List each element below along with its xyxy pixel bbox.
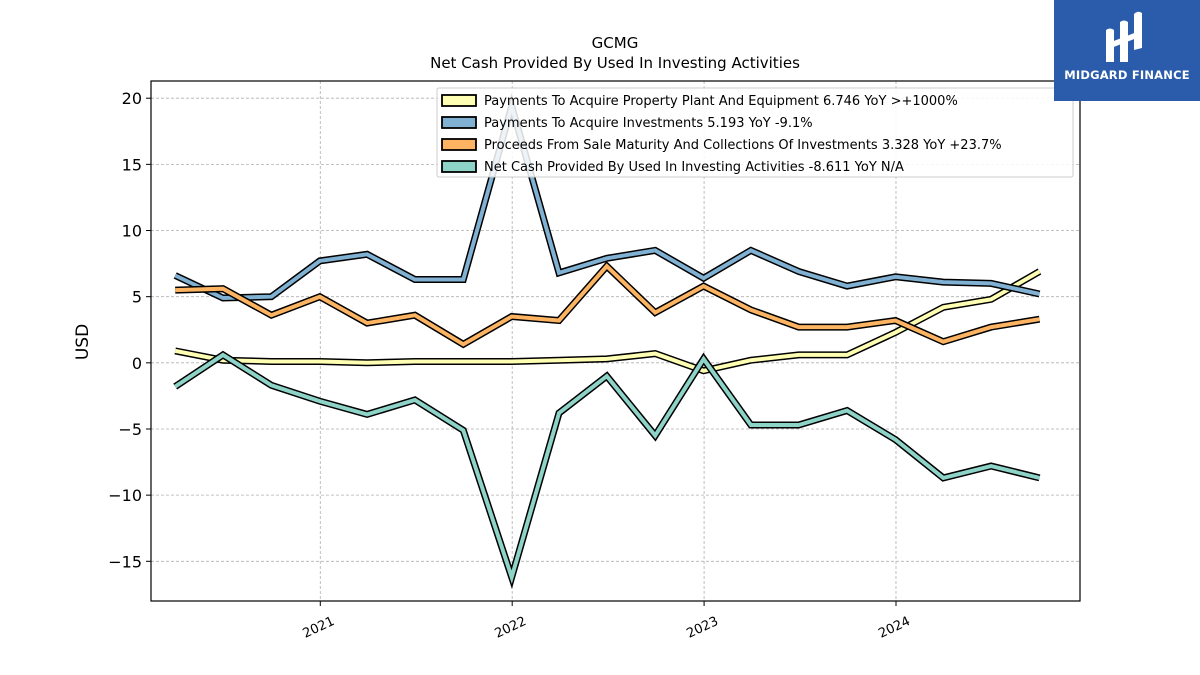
series-line bbox=[174, 98, 1040, 301]
legend-label: Payments To Acquire Property Plant And E… bbox=[484, 94, 958, 109]
series-group bbox=[174, 268, 1042, 375]
y-tick-label: 5 bbox=[132, 288, 142, 307]
plot-frame bbox=[150, 80, 1081, 602]
series-line bbox=[174, 352, 1040, 584]
chart-title: GCMG bbox=[592, 34, 639, 52]
series-line bbox=[175, 263, 1040, 347]
y-tick-label: 0 bbox=[132, 354, 142, 373]
x-tick-label: 2021 bbox=[301, 614, 337, 642]
logo-text: MIDGARD FINANCE bbox=[1064, 68, 1190, 82]
y-tick-label: −10 bbox=[108, 486, 142, 505]
midgard-finance-logo: MIDGARD FINANCE bbox=[1054, 0, 1200, 101]
y-tick-label: −5 bbox=[118, 420, 142, 439]
y-tick-label: 10 bbox=[122, 222, 142, 241]
chart-subtitle: Net Cash Provided By Used In Investing A… bbox=[430, 54, 800, 72]
legend-label: Payments To Acquire Investments 5.193 Yo… bbox=[484, 116, 813, 131]
series-group bbox=[175, 261, 1041, 349]
y-tick-label: 20 bbox=[122, 89, 142, 108]
legend: Payments To Acquire Property Plant And E… bbox=[436, 87, 1074, 178]
midgard-logo-icon bbox=[1106, 11, 1142, 62]
legend-box bbox=[436, 87, 1074, 178]
legend-swatch bbox=[441, 94, 477, 107]
legend-label: Net Cash Provided By Used In Investing A… bbox=[484, 160, 904, 175]
series-group bbox=[173, 93, 1041, 302]
y-axis-ticks: 20 15 10 5 0 −5 −10 −15 bbox=[108, 89, 151, 571]
x-tick-label: 2022 bbox=[493, 614, 529, 642]
series-layer bbox=[173, 93, 1042, 590]
series-line bbox=[174, 269, 1041, 373]
series-line-outline bbox=[173, 350, 1041, 590]
x-tick-label: 2023 bbox=[684, 614, 720, 642]
y-axis-label: USD bbox=[73, 324, 93, 360]
x-tick-label: 2024 bbox=[876, 614, 912, 642]
legend-swatch bbox=[441, 116, 477, 129]
series-line-outline bbox=[174, 268, 1042, 375]
x-axis-ticks: 2021 2022 2023 2024 bbox=[301, 601, 913, 642]
legend-label: Proceeds From Sale Maturity And Collecti… bbox=[484, 138, 1002, 153]
series-group bbox=[173, 350, 1041, 590]
legend-swatch bbox=[441, 138, 477, 151]
legend-swatch bbox=[441, 160, 477, 173]
y-tick-label: 15 bbox=[122, 155, 142, 174]
y-tick-label: −15 bbox=[108, 552, 142, 571]
